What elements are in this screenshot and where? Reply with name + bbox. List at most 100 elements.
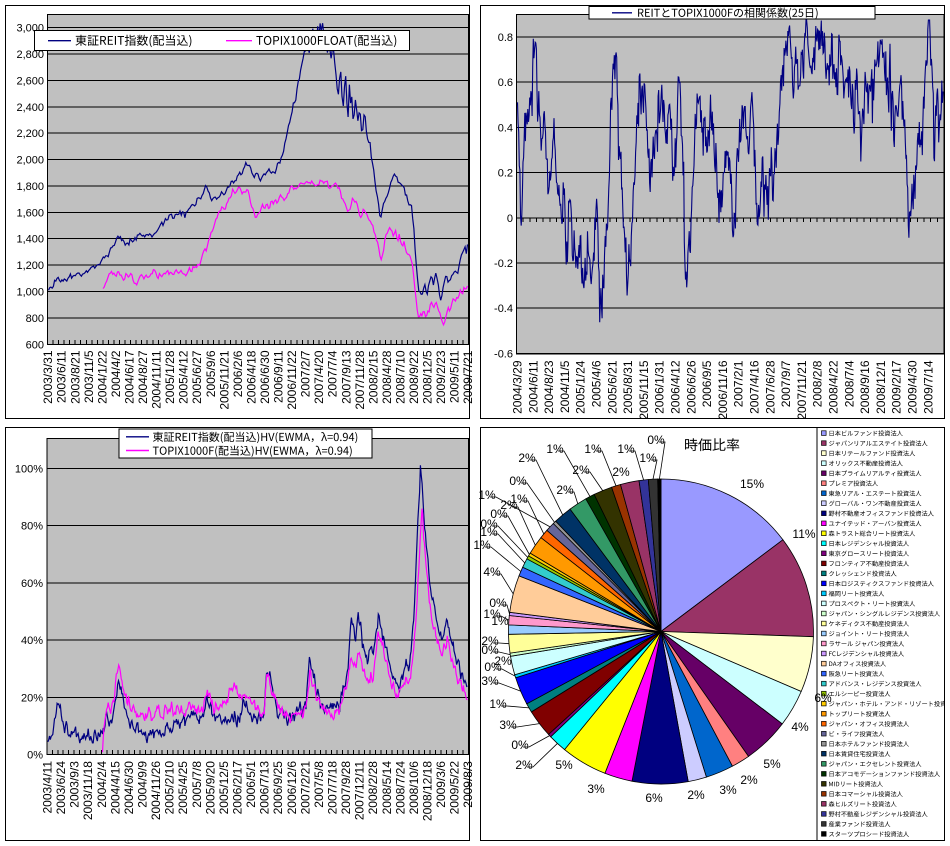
svg-text:2007/11/21: 2007/11/21 (795, 360, 809, 419)
svg-text:2007/2/21: 2007/2/21 (298, 761, 312, 815)
svg-text:2,000: 2,000 (16, 155, 44, 167)
svg-text:2003/4/11: 2003/4/11 (41, 761, 55, 814)
svg-text:2%: 2% (687, 788, 705, 802)
svg-text:2006/11/22: 2006/11/22 (285, 350, 299, 409)
svg-text:2006/6/26: 2006/6/26 (684, 360, 698, 414)
svg-text:2%: 2% (481, 634, 499, 648)
svg-text:2006/4/18: 2006/4/18 (244, 350, 258, 404)
svg-text:2004/11/11: 2004/11/11 (150, 350, 164, 409)
svg-text:2006/7/13: 2006/7/13 (258, 761, 272, 815)
svg-text:2,600: 2,600 (16, 75, 44, 87)
svg-text:1%: 1% (483, 607, 501, 621)
svg-text:2007/9/7: 2007/9/7 (779, 360, 793, 407)
svg-text:2009/7/14: 2009/7/14 (921, 360, 935, 414)
svg-text:2008/4/28: 2008/4/28 (380, 350, 394, 404)
svg-text:2004/9/9: 2004/9/9 (136, 761, 150, 808)
svg-text:2004/3/29: 2004/3/29 (511, 360, 525, 414)
svg-text:60%: 60% (21, 578, 43, 590)
svg-text:2003/11/5: 2003/11/5 (82, 350, 96, 403)
svg-text:11%: 11% (792, 527, 815, 541)
svg-text:2004/4/2: 2004/4/2 (109, 350, 123, 397)
svg-text:2007/2/7: 2007/2/7 (299, 350, 313, 397)
svg-text:1%: 1% (546, 442, 564, 456)
svg-text:1,200: 1,200 (16, 260, 44, 272)
svg-text:0.4: 0.4 (498, 122, 513, 134)
svg-text:2008/2/15: 2008/2/15 (366, 350, 380, 404)
svg-text:2007/12/11: 2007/12/11 (353, 761, 367, 820)
svg-text:2008/5/14: 2008/5/14 (380, 761, 394, 815)
svg-text:2008/2/28: 2008/2/28 (366, 761, 380, 815)
svg-text:2009/5/11: 2009/5/11 (448, 350, 462, 403)
svg-text:1,000: 1,000 (16, 287, 44, 299)
svg-text:2004/1/22: 2004/1/22 (95, 350, 109, 404)
svg-text:1%: 1% (639, 451, 657, 465)
svg-text:2%: 2% (515, 758, 533, 772)
svg-text:2007/5/8: 2007/5/8 (312, 761, 326, 808)
svg-text:1,400: 1,400 (16, 234, 44, 246)
svg-text:2005/6/21: 2005/6/21 (605, 360, 619, 414)
svg-text:0%: 0% (481, 643, 499, 657)
svg-text:2008/7/24: 2008/7/24 (393, 761, 407, 815)
svg-text:1,800: 1,800 (16, 181, 44, 193)
svg-text:2008/9/16: 2008/9/16 (858, 360, 872, 414)
svg-text:2004/6/30: 2004/6/30 (122, 761, 136, 815)
svg-text:1%: 1% (584, 442, 602, 456)
svg-text:2007/11/28: 2007/11/28 (353, 350, 367, 409)
svg-text:0.8: 0.8 (498, 32, 513, 44)
svg-text:2%: 2% (572, 463, 590, 477)
svg-text:3%: 3% (499, 718, 517, 732)
svg-text:1,600: 1,600 (16, 207, 44, 219)
svg-text:2005/4/25: 2005/4/25 (176, 761, 190, 815)
svg-text:15%: 15% (740, 477, 764, 491)
svg-text:2009/4/30: 2009/4/30 (906, 360, 920, 414)
svg-text:2008/12/18: 2008/12/18 (421, 761, 435, 821)
svg-text:0%: 0% (490, 507, 508, 521)
svg-text:2006/2/6: 2006/2/6 (231, 350, 245, 397)
svg-text:2008/7/10: 2008/7/10 (394, 350, 408, 404)
svg-text:6%: 6% (645, 791, 663, 805)
svg-text:2004/4/15: 2004/4/15 (108, 761, 122, 815)
svg-text:2009/2/23: 2009/2/23 (434, 350, 448, 404)
svg-text:2004/11/5: 2004/11/5 (558, 360, 572, 413)
svg-text:100%: 100% (15, 464, 43, 476)
svg-text:0%: 0% (647, 433, 665, 447)
svg-text:1%: 1% (478, 488, 496, 502)
svg-text:5%: 5% (763, 757, 781, 771)
svg-text:1%: 1% (491, 614, 509, 628)
svg-text:2006/9/5: 2006/9/5 (700, 360, 714, 407)
svg-text:2005/1/24: 2005/1/24 (574, 360, 588, 414)
svg-text:2006/5/1: 2006/5/1 (244, 761, 258, 808)
svg-text:2,200: 2,200 (16, 128, 44, 140)
svg-text:1%: 1% (473, 538, 491, 552)
svg-text:2005/9/20: 2005/9/20 (203, 761, 217, 815)
svg-text:1%: 1% (489, 697, 507, 711)
svg-text:2008/2/8: 2008/2/8 (811, 360, 825, 407)
svg-text:2006/2/17: 2006/2/17 (231, 761, 245, 815)
svg-text:2008/4/22: 2008/4/22 (827, 360, 841, 414)
svg-text:2007/7/4: 2007/7/4 (326, 350, 340, 397)
svg-text:80%: 80% (21, 521, 43, 533)
svg-text:2007/7/18: 2007/7/18 (326, 761, 340, 815)
svg-text:1%: 1% (617, 442, 635, 456)
svg-text:3%: 3% (481, 674, 499, 688)
svg-text:2005/6/27: 2005/6/27 (190, 350, 204, 404)
svg-text:2004/8/27: 2004/8/27 (136, 350, 150, 404)
svg-text:2009/2/17: 2009/2/17 (890, 360, 904, 414)
svg-text:2006/1/31: 2006/1/31 (653, 360, 667, 414)
svg-text:2009/3/6: 2009/3/6 (434, 761, 448, 808)
svg-text:2006/4/12: 2006/4/12 (669, 360, 683, 414)
svg-text:0%: 0% (27, 750, 43, 762)
svg-text:2%: 2% (518, 451, 536, 465)
svg-text:0: 0 (507, 213, 513, 225)
svg-text:2009/7/21: 2009/7/21 (461, 350, 475, 404)
svg-text:3,000: 3,000 (16, 23, 44, 35)
svg-text:2008/12/1: 2008/12/1 (874, 360, 888, 414)
svg-text:2007/6/28: 2007/6/28 (763, 360, 777, 414)
svg-text:2003/6/24: 2003/6/24 (54, 761, 68, 815)
svg-text:2008/9/22: 2008/9/22 (407, 350, 421, 404)
svg-text:0%: 0% (511, 738, 529, 752)
svg-text:2003/3/31: 2003/3/31 (41, 350, 55, 404)
svg-text:2009/5/22: 2009/5/22 (448, 761, 462, 815)
svg-text:4%: 4% (483, 565, 501, 579)
svg-text:20%: 20% (21, 692, 43, 704)
